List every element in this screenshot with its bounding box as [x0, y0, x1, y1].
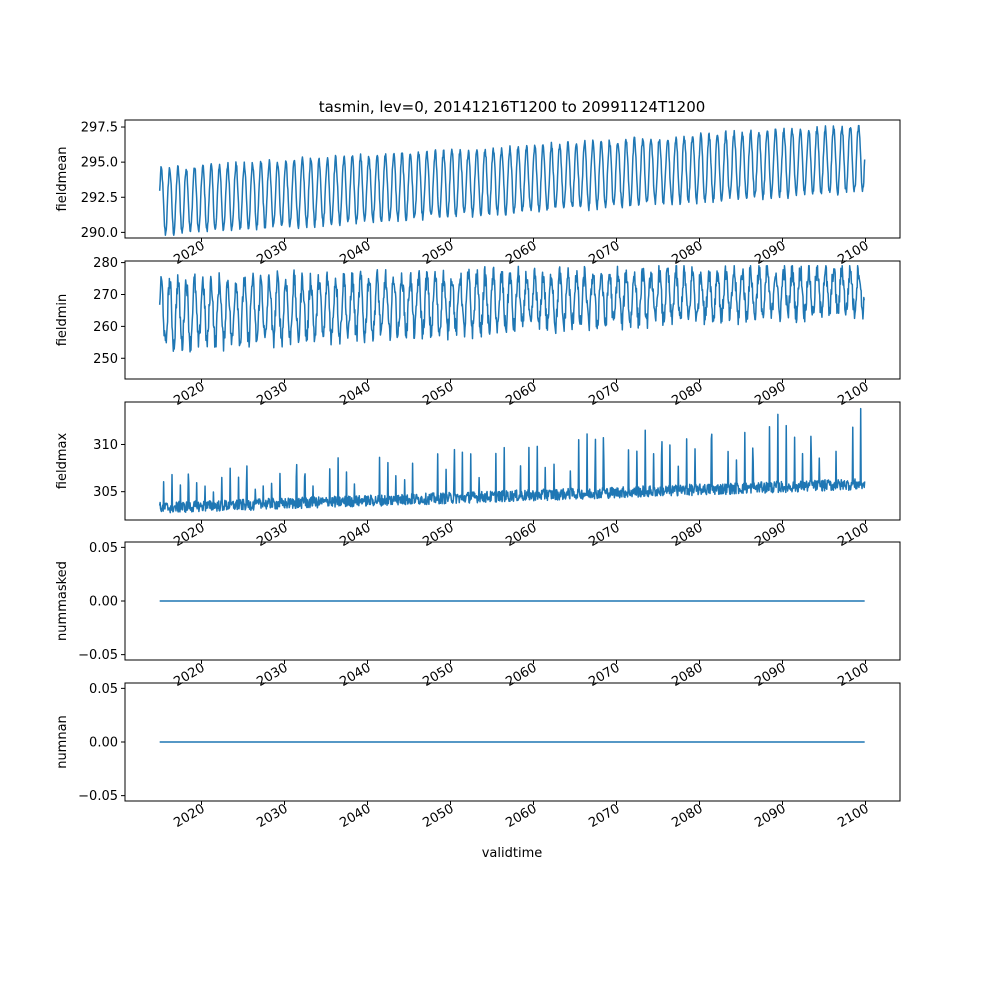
- axes-frame: [124, 401, 901, 521]
- series-line-fieldmean: [158, 124, 866, 236]
- y-tick-label: 260: [93, 320, 118, 335]
- x-tick-label: 2090: [752, 520, 788, 550]
- y-tick-label: 0.05: [89, 682, 118, 697]
- x-tick-label: 2030: [254, 801, 290, 831]
- y-tick-label: 310: [93, 438, 118, 453]
- x-tick-label: 2070: [586, 660, 622, 690]
- y-axis-label: fieldmin: [55, 294, 70, 347]
- x-tick-label: 2040: [337, 238, 373, 268]
- x-tick-label: 2060: [503, 801, 539, 831]
- chart-title: tasmin, lev=0, 20141216T1200 to 20991124…: [319, 98, 706, 116]
- x-tick-label: 2040: [337, 660, 373, 690]
- x-tick-label: 2090: [752, 801, 788, 831]
- panel-fieldmax: 310 305 fieldmax 2020 2030 2040 2050 2060 2070 20…: [55, 401, 901, 550]
- series-line-fieldmin: [158, 265, 865, 353]
- x-tick-label: 2050: [420, 660, 456, 690]
- y-tick-label: 0.00: [89, 595, 118, 610]
- axes-frame: [124, 119, 901, 239]
- x-tick-label: 2090: [752, 238, 788, 268]
- y-tick-label: 292.5: [81, 191, 118, 206]
- y-axis-label: fieldmax: [55, 433, 70, 490]
- x-tick-label: 2080: [669, 660, 705, 690]
- x-tick-label: 2080: [669, 238, 705, 268]
- y-tick-label: −0.05: [78, 789, 118, 804]
- y-tick-label: 290.0: [81, 226, 118, 241]
- axes-frame: [124, 260, 901, 380]
- x-tick-label: 2070: [586, 801, 622, 831]
- y-tick-label: 295.0: [81, 156, 118, 171]
- x-tick-label: 2020: [171, 801, 207, 831]
- x-tick-label: 2030: [254, 660, 290, 690]
- x-tick-label: 2060: [503, 379, 539, 409]
- x-tick-label: 2100: [835, 379, 871, 409]
- x-tick-label: 2100: [835, 238, 871, 268]
- y-tick-label: −0.05: [78, 648, 118, 663]
- x-tick-label: 2050: [420, 520, 456, 550]
- x-tick-label: 2090: [752, 660, 788, 690]
- y-axis-label: numnan: [55, 715, 70, 769]
- y-axis-label: fieldmean: [55, 147, 70, 212]
- x-tick-label: 2080: [669, 520, 705, 550]
- y-tick-label: 280: [93, 256, 118, 271]
- y-tick-label: 297.5: [81, 121, 118, 136]
- x-tick-label: 2050: [420, 801, 456, 831]
- panel-fieldmin: 280 270 260 250 fieldmin 2020 2030 2040 2050 2060…: [55, 256, 901, 409]
- x-tick-label: 2080: [669, 379, 705, 409]
- x-tick-label: 2020: [171, 660, 207, 690]
- x-tick-label: 2040: [337, 379, 373, 409]
- y-tick-label: 305: [93, 485, 118, 500]
- x-tick-label: 2040: [337, 801, 373, 831]
- y-tick-label: 270: [93, 288, 118, 303]
- panel-fieldmean: 297.5 295.0 292.5 290.0 fieldmean 2020 2030 204…: [55, 119, 901, 268]
- x-tick-label: 2050: [420, 238, 456, 268]
- x-tick-label: 2030: [254, 520, 290, 550]
- x-tick-label: 2050: [420, 379, 456, 409]
- x-tick-label: 2100: [835, 660, 871, 690]
- x-tick-label: 2060: [503, 238, 539, 268]
- x-tick-label: 2100: [835, 520, 871, 550]
- x-tick-label: 2020: [171, 238, 207, 268]
- x-tick-label: 2020: [171, 379, 207, 409]
- x-tick-label: 2070: [586, 238, 622, 268]
- y-axis-label: nummasked: [55, 561, 70, 641]
- panel-nummasked: 0.05 0.00 −0.05 nummasked 2020 2030 2040 2050 20…: [55, 541, 901, 690]
- x-tick-label: 2060: [503, 520, 539, 550]
- x-tick-label: 2040: [337, 520, 373, 550]
- x-axis-label: validtime: [482, 846, 543, 861]
- y-tick-label: 0.05: [89, 541, 118, 556]
- y-tick-label: 0.00: [89, 736, 118, 751]
- x-tick-label: 2070: [586, 379, 622, 409]
- x-tick-label: 2020: [171, 520, 207, 550]
- series-line-fieldmax: [158, 407, 866, 514]
- x-tick-label: 2030: [254, 379, 290, 409]
- y-tick-label: 250: [93, 352, 118, 367]
- x-tick-label: 2080: [669, 801, 705, 831]
- x-tick-label: 2060: [503, 660, 539, 690]
- panels: 297.5 295.0 292.5 290.0 fieldmean 2020 2030 204…: [55, 119, 901, 831]
- panel-numnan: 0.05 0.00 −0.05 numnan 2020 2030 2040 2050 2060 2…: [55, 682, 901, 831]
- x-tick-label: 2030: [254, 238, 290, 268]
- x-tick-label: 2090: [752, 379, 788, 409]
- x-tick-label: 2070: [586, 520, 622, 550]
- x-tick-label: 2100: [835, 801, 871, 831]
